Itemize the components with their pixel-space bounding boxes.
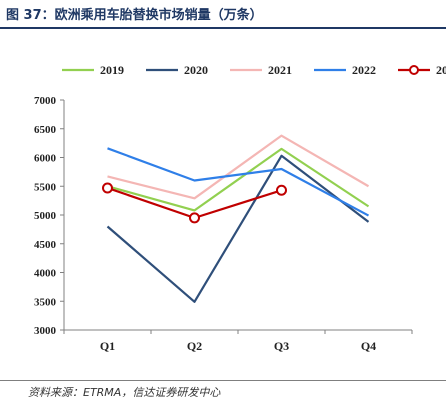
figure-title: 图 37：欧洲乘用车胎替换市场销量（万条） <box>6 8 263 23</box>
y-tick-label: 6500 <box>34 124 57 136</box>
title-rule <box>0 27 446 29</box>
series-line-2019 <box>107 147 370 212</box>
x-tick-label: Q1 <box>100 339 115 353</box>
data-point-2023 <box>102 182 113 194</box>
data-point-2023 <box>276 184 287 196</box>
series-line-2022 <box>107 147 370 217</box>
y-axis: 3000 3500 4000 4500 5000 5500 6000 6500 7000 <box>34 95 65 337</box>
series-layer <box>102 134 370 303</box>
data-point-2023 <box>189 212 200 224</box>
y-tick-label: 3000 <box>34 325 57 337</box>
series-2021 <box>107 134 370 200</box>
series-2022 <box>107 147 370 217</box>
series-2020 <box>106 154 370 303</box>
y-tick-label: 7000 <box>34 95 57 107</box>
legend-marker-2023 <box>409 65 419 75</box>
series-2019 <box>107 147 370 212</box>
x-tick-label: Q3 <box>274 339 289 353</box>
y-tick-label: 5500 <box>34 181 57 193</box>
legend-label-2022: 2022 <box>352 63 376 77</box>
legend-label-2019: 2019 <box>100 63 124 77</box>
series-line-2020 <box>106 154 370 303</box>
y-tick-label: 6000 <box>34 153 57 165</box>
x-axis: Q1 Q2 Q3 Q4 <box>63 329 413 353</box>
x-tick-label: Q2 <box>187 339 202 353</box>
y-tick-label: 4500 <box>34 239 57 251</box>
legend-label-2020: 2020 <box>184 63 208 77</box>
source-note: 资料来源：ETRMA，信达证券研发中心 <box>28 386 221 399</box>
source-rule <box>0 380 446 381</box>
x-tick-label: Q4 <box>361 339 376 353</box>
series-line-2021 <box>107 134 370 200</box>
legend-label-2023: 2023 <box>436 63 446 77</box>
legend-label-2021: 2021 <box>268 63 292 77</box>
legend: 2019 2020 2021 2022 2023 <box>62 63 446 77</box>
y-tick-label: 4000 <box>34 268 57 280</box>
y-tick-label: 5000 <box>34 210 57 222</box>
series-2023 <box>102 182 287 224</box>
y-tick-label: 3500 <box>34 296 57 308</box>
